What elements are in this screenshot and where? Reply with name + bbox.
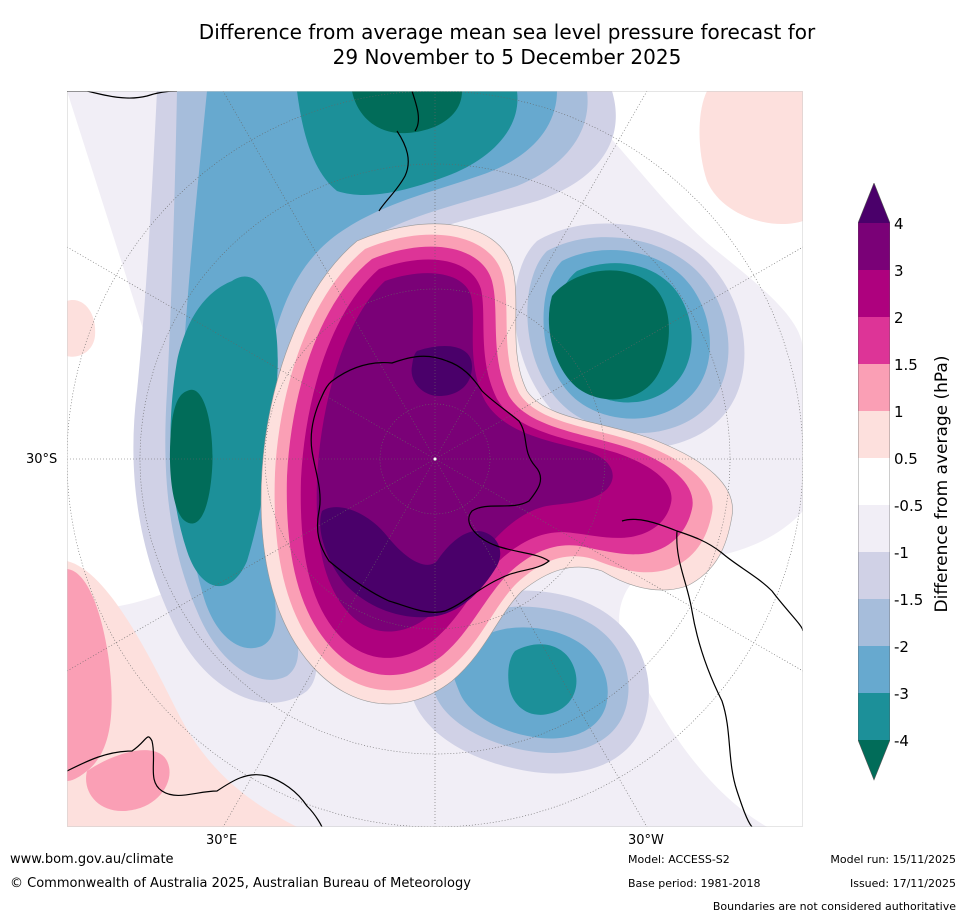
colorbar-swatch [858,505,890,552]
colorbar-tick: -2 [894,638,909,656]
title-line-2: 29 November to 5 December 2025 [332,45,682,69]
anomaly-region-indian-5 [169,389,213,524]
anomaly-region-australia-3 [86,750,170,811]
colorbar-swatch [858,270,890,317]
coastlines [67,91,803,827]
colorbar-extension-top [858,183,890,223]
colorbar-swatch [858,411,890,458]
colorbar-swatch [858,693,890,740]
colorbar-tick: -4 [894,732,909,750]
boundaries-disclaimer: Boundaries are not considered authoritat… [712,900,956,913]
colorbar-swatch [858,646,890,693]
latitude-label: 30°S [26,452,58,467]
anomaly-region-antarctic-6 [320,507,501,618]
anomaly-region-australia-2 [67,569,112,781]
colorbar-swatch [858,599,890,646]
colorbar [858,183,890,781]
anomaly-region-west-small [67,300,96,357]
model-name: Model: ACCESS-S2 [628,853,730,866]
colorbar-swatch [858,364,890,411]
colorbar-swatch [858,458,890,505]
graticule [67,91,803,827]
anomaly-region-tasman-5 [352,91,462,134]
colorbar-tick: -3 [894,685,909,703]
coastline-australia [67,736,323,827]
anomaly-region-atlantic-4 [508,644,577,715]
chart-title: Difference from average mean sea level p… [0,20,965,70]
colorbar-tick: 1.5 [894,356,918,374]
title-line-1: Difference from average mean sea level p… [198,20,816,44]
pressure-anomaly-map [67,91,803,827]
longitude-label-east: 30°E [206,833,238,848]
colorbar-tick: 3 [894,262,904,280]
colorbar-swatch [858,317,890,364]
colorbar-extension-bottom [858,740,890,780]
colorbar-tick: 1 [894,403,904,421]
coastline-antarctica [310,355,551,613]
colorbar-tick: -1 [894,544,909,562]
colorbar-tick: -1.5 [894,591,924,609]
anomaly-region-pacific-ne [699,91,803,225]
contour-lines [260,223,733,705]
colorbar-tick: 0.5 [894,450,918,468]
colorbar-tick: 2 [894,309,904,327]
south-pole-marker [433,457,437,461]
colorbar-swatch [858,223,890,270]
colorbar-title: Difference from average (hPa) [932,355,952,613]
coastline-africa [67,91,178,99]
anomaly-region-tasman-3 [181,91,557,649]
copyright-notice: © Commonwealth of Australia 2025, Austra… [10,876,471,891]
anomaly-region-antarctic-7 [411,346,472,396]
longitude-label-west: 30°W [628,833,664,848]
coastline-south-america [621,518,803,827]
base-period: Base period: 1981-2018 [628,877,761,890]
coastline-new-zealand [378,91,420,212]
anomaly-region-tasman-4 [297,91,518,196]
colorbar-swatch [858,552,890,599]
colorbar-tick: -0.5 [894,497,924,515]
colorbar-tick: 4 [894,215,904,233]
issued-date: Issued: 17/11/2025 [849,877,956,890]
website-link[interactable]: www.bom.gov.au/climate [10,852,174,867]
model-run-date: Model run: 15/11/2025 [830,853,956,866]
anomaly-region-pacific-5 [548,270,669,400]
